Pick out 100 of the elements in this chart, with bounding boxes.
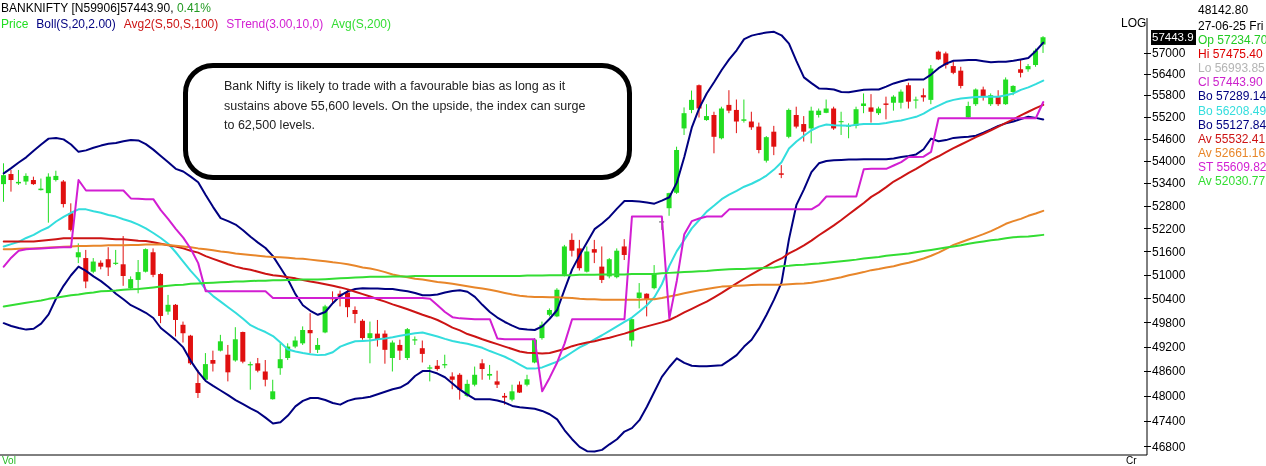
candlestick [629,317,635,348]
y-tick-label: 55200 [1152,110,1186,125]
candlestick [763,135,769,164]
candlestick [681,106,687,136]
candlestick [1025,63,1031,73]
candlestick [180,321,186,344]
text: Op 57234.70 [1198,33,1266,47]
candlestick [808,106,814,144]
candlestick [898,89,904,109]
text: Lo 56993.85 [1198,61,1265,76]
text: Boll(S,20,2.00) [36,17,116,31]
candlestick [726,89,732,114]
candlestick [173,303,179,337]
y-tick-label: 50400 [1152,291,1186,306]
candlestick [479,358,485,381]
y-tick-label: 47400 [1152,414,1186,429]
y-tick-label: 54000 [1152,153,1186,168]
candlestick [232,326,238,363]
text: LOG [1121,16,1147,30]
candlestick [793,106,799,129]
candlestick [120,235,126,287]
candlestick [920,87,926,103]
text: 27-06-25 Fri [1198,19,1264,33]
candlestick [359,318,365,341]
candlestick [913,96,919,109]
candlestick [195,369,201,399]
candlestick [143,247,149,273]
y-tick-label: 49800 [1152,315,1186,330]
y-tick-label: 46800 [1152,439,1186,454]
text: Avg(S,200) [331,17,392,31]
candlestick [621,238,627,261]
text: Hi 57475.40 [1198,47,1263,62]
y-tick-label: 51600 [1152,244,1186,259]
candlestick [225,344,231,382]
text: Avg2(S,50,S,100) [123,17,219,31]
candlestick [75,242,81,264]
candlestick [868,93,874,124]
candlestick [756,122,762,154]
text: Bo 56208.49 [1198,103,1266,118]
text: Bo 57289.14 [1198,89,1266,104]
candlestick [711,111,717,154]
y-tick-label: 48600 [1152,364,1186,379]
candlestick [1,162,6,203]
candlestick [270,379,276,401]
candlestick [905,82,911,109]
line-series [2,115,1045,453]
y-tick-label: 53400 [1152,176,1186,191]
candlestick [8,169,14,193]
candlestick [689,90,695,114]
text: Bo 55127.84 [1198,117,1266,132]
candlestick [262,359,268,387]
text: Cr [1126,455,1137,466]
candlestick [958,66,964,89]
candlestick [307,312,313,354]
text: ST 55609.82 [1198,159,1266,174]
candlestick [210,350,216,372]
y-tick-label: 51000 [1152,268,1186,283]
candlestick [202,352,208,382]
candlestick [861,92,867,114]
y-tick-label: 52200 [1152,221,1186,236]
candlestick [45,172,51,224]
y-tick-label: 54600 [1152,131,1186,146]
candlestick [883,96,889,120]
candlestick [838,111,844,136]
text: Av 52030.77 [1198,174,1266,188]
text: Av 52661.16 [1198,145,1266,160]
candlestick [472,366,478,387]
text: Cl 57443.90 [1198,75,1263,90]
candlestick [53,170,59,183]
candlestick [733,99,739,134]
candlestick [853,106,859,129]
y-tick-label: 55800 [1152,88,1186,103]
candlestick [389,340,395,372]
y-tick-label: 56400 [1152,67,1186,82]
candlestick [741,99,747,124]
line-series [2,233,1045,308]
candlestick [397,339,403,361]
line-series [2,30,1045,332]
candlestick [584,245,590,273]
text: STrend(3.00,10,0) [226,17,324,31]
candlestick [823,99,829,114]
candlestick [367,321,373,364]
candlestick [135,259,141,294]
annotation: Bank Nifty is likely to trade with a favourable bias as long as it sustains above 55,600 levels. On the upside, the index can surge to 62,500 levels. [224,78,587,134]
candlestick [23,172,29,186]
candlestick [591,239,597,264]
candlestick [801,115,807,143]
candlestick [277,342,283,376]
candlestick [150,247,156,278]
annotation: Vol [2,455,16,466]
candlestick [300,325,306,346]
candlestick [352,305,358,324]
candlestick [771,125,777,156]
line-series [2,209,1045,301]
candlestick [165,294,171,316]
candlestick [105,246,111,277]
y-tick-label: 57000 [1152,45,1186,60]
candlestick [60,179,66,208]
y-tick-label: 48000 [1152,389,1186,404]
text: 48142.80 [1198,3,1249,17]
